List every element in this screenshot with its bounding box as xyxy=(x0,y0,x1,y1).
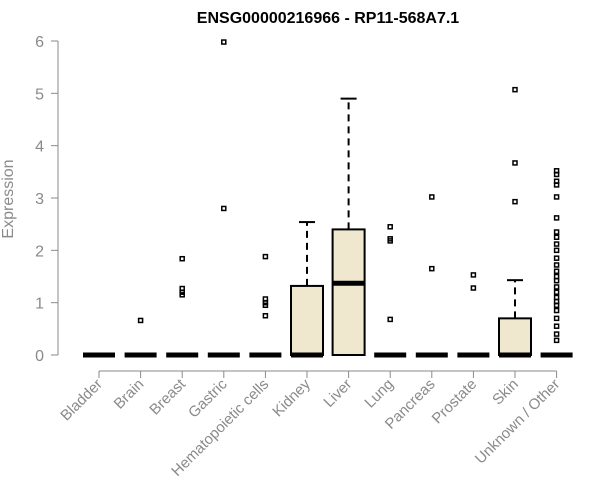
y-tick-label: 6 xyxy=(35,34,44,51)
outlier-point xyxy=(553,255,560,261)
outlier-point xyxy=(221,39,227,45)
outlier-point xyxy=(262,296,269,302)
outlier-point xyxy=(387,224,393,230)
x-tick-label: Liver xyxy=(320,376,355,411)
outlier-point xyxy=(429,194,435,200)
plot-area xyxy=(83,39,573,358)
outlier-point xyxy=(470,285,477,291)
outlier-point xyxy=(512,198,518,205)
outlier-point xyxy=(553,294,560,301)
y-tick-label: 5 xyxy=(35,86,44,103)
outlier-point xyxy=(553,315,560,322)
outlier-point xyxy=(553,337,560,344)
y-axis: 0 1 2 3 4 5 6 xyxy=(35,34,59,365)
y-axis-label: Expression xyxy=(0,159,17,238)
outlier-point xyxy=(553,178,560,185)
outlier-point xyxy=(512,160,518,166)
box-group xyxy=(124,317,157,358)
x-tick-label: Brain xyxy=(111,376,148,413)
outlier-point xyxy=(553,268,560,275)
outlier-point xyxy=(553,307,560,314)
outlier-point xyxy=(553,331,560,337)
box-iqr xyxy=(498,317,532,357)
outlier-point xyxy=(553,298,560,305)
outlier-point xyxy=(512,86,518,93)
box-group xyxy=(540,168,573,358)
chart-title: ENSG00000216966 - RP11-568A7.1 xyxy=(197,10,460,27)
box-group xyxy=(457,272,490,358)
x-tick-label: Bladder xyxy=(57,376,106,425)
outlier-point xyxy=(429,265,435,272)
outlier-point xyxy=(470,272,477,278)
x-tick-label: Skin xyxy=(489,376,522,409)
box-group xyxy=(374,224,407,358)
outlier-point xyxy=(179,255,185,262)
y-tick-label: 4 xyxy=(35,139,44,156)
outlier-point xyxy=(553,241,560,247)
outlier-point xyxy=(553,284,560,290)
outlier-point xyxy=(553,229,560,235)
box-group xyxy=(415,194,448,358)
y-tick-label: 1 xyxy=(35,296,44,313)
outlier-point xyxy=(553,234,560,240)
outlier-point xyxy=(553,262,560,268)
outlier-point xyxy=(387,316,393,323)
y-tick-label: 2 xyxy=(35,243,44,260)
outlier-point xyxy=(553,168,560,174)
outlier-point xyxy=(262,313,269,319)
outlier-point xyxy=(553,194,560,200)
outlier-point xyxy=(553,247,560,254)
y-tick-label: 0 xyxy=(35,348,44,365)
x-tick-label: Breast xyxy=(146,375,189,418)
outlier-point xyxy=(262,253,269,260)
outlier-point xyxy=(553,277,560,284)
outlier-point xyxy=(553,289,560,295)
box-group xyxy=(331,97,366,356)
box-iqr xyxy=(331,228,366,356)
x-tick-label: Prostate xyxy=(429,376,481,428)
box-group xyxy=(207,39,240,358)
box-group xyxy=(290,221,324,358)
x-tick-label: Lung xyxy=(361,376,397,412)
outlier-point xyxy=(221,205,227,212)
y-tick-label: 3 xyxy=(35,191,44,208)
outlier-point xyxy=(179,285,185,292)
box-group xyxy=(498,86,532,358)
x-tick-label: Kidney xyxy=(269,375,314,420)
box-group xyxy=(249,253,282,358)
box-group xyxy=(166,255,199,358)
outlier-point xyxy=(387,236,393,242)
outlier-point xyxy=(137,317,144,324)
outlier-point xyxy=(553,323,560,329)
outlier-point xyxy=(553,215,560,221)
box-iqr xyxy=(290,284,324,357)
outlier-point xyxy=(553,273,560,280)
